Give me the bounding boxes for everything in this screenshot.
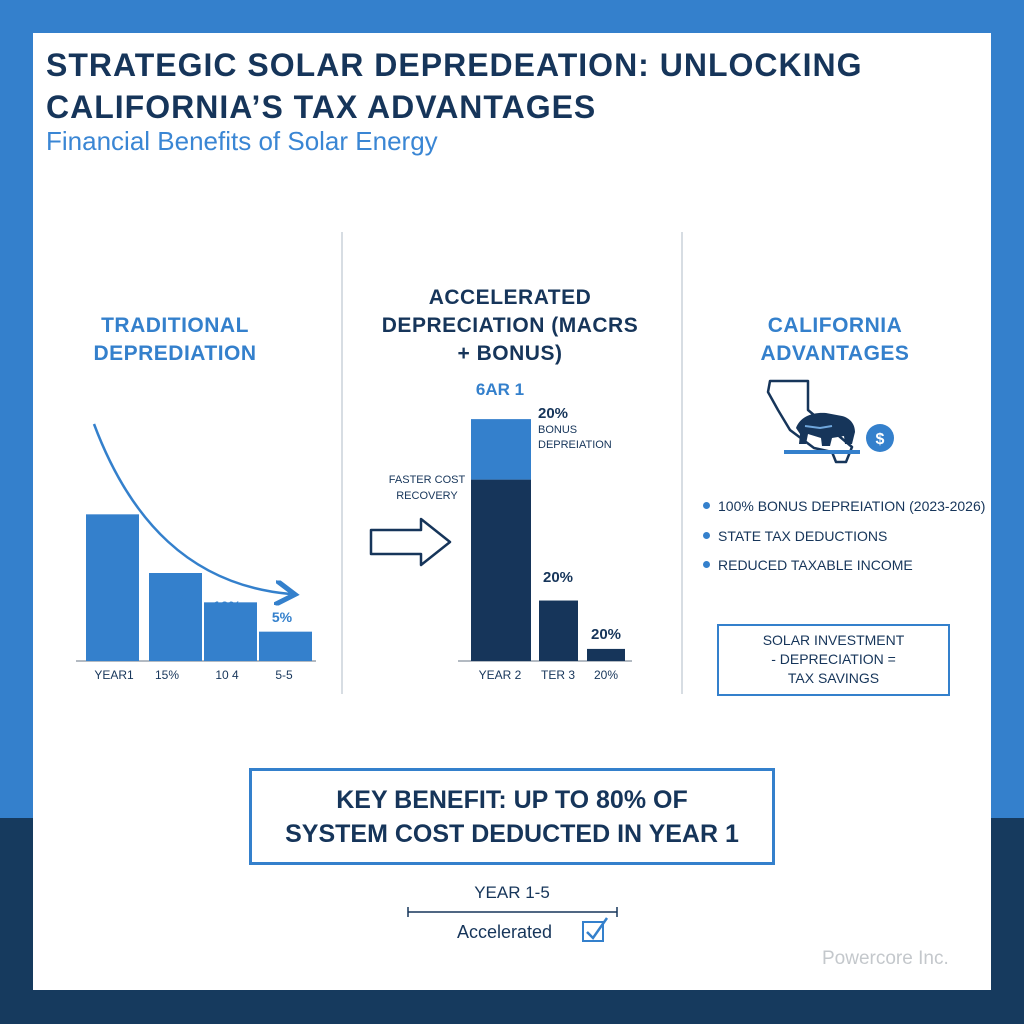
equation-line-3: TAX SAVINGS [787, 670, 880, 686]
trad-tick-3: 10 4 [215, 668, 239, 682]
california-bullet-3: REDUCED TAXABLE INCOME [703, 557, 993, 573]
faster-cost-recovery-label: FASTER COST RECOVERY [388, 474, 466, 502]
traditional-bar-3 [204, 602, 257, 661]
traditional-bar-1 [86, 514, 139, 661]
dollar-sign-text: $ [876, 431, 885, 448]
trad-tick-4: 5-5 [275, 668, 293, 682]
accel-tick-2: TER 3 [540, 668, 575, 682]
timeline-label: YEAR 1-5 [474, 883, 550, 902]
key-benefit-line-2: SYSTEM COST DEDUCTED IN YEAR 1 [285, 820, 739, 848]
brand-logo-text: Powercore Inc. [822, 948, 949, 969]
page-subtitle: Financial Benefits of Solar Energy [46, 126, 438, 156]
key-benefit-box: KEY BENEFIT: UP TO 80% OF SYSTEM COST DE… [249, 768, 775, 865]
accelerated-chart-title: ACCELERATED DEPRECIATION (MACRS + BONUS) [381, 286, 639, 365]
column-divider-right [681, 232, 683, 694]
california-bullet-1: 100% BONUS DEPREIATION (2023-2026) [703, 498, 993, 514]
page-title: STRATEGIC SOLAR DEPREDEATION: UNLOCKING … [46, 47, 863, 125]
equation-line-2: - DEPRECIATION = [771, 651, 896, 667]
california-title: CALIFORNIA ADVANTAGES [760, 314, 910, 365]
trad-tick-1: YEAR1 [94, 668, 134, 682]
decreasing-curve-arrow [92, 423, 290, 594]
bullet-dot-icon [703, 502, 710, 509]
traditional-bar-2 [149, 573, 202, 661]
traditional-chart-title: TRADITIONAL DEPREDIATION [93, 314, 257, 365]
accelerated-bar-1 [471, 479, 531, 661]
bear-icon [796, 412, 855, 446]
accel-data-label-3: 20% [590, 626, 622, 643]
column-divider-left [341, 232, 343, 694]
bullet-dot-icon [703, 532, 710, 539]
dollar-coin-icon [866, 424, 894, 452]
california-bullet-2: STATE TAX DEDUCTIONS [703, 528, 993, 544]
tax-savings-equation-box: SOLAR INVESTMENT - DEPRECIATION = TAX SA… [717, 624, 950, 696]
california-bullet-2-text: STATE TAX DEDUCTIONS [718, 528, 888, 544]
california-bullet-3-text: REDUCED TAXABLE INCOME [718, 557, 913, 573]
accel-bonus-pct: 20% [538, 405, 569, 422]
accelerated-bar-2 [539, 600, 578, 661]
equation-line-1: SOLAR INVESTMENT [762, 632, 905, 648]
right-arrow-icon [369, 517, 452, 567]
trad-data-label-2: 15% [157, 590, 187, 606]
bullet-dot-icon [703, 561, 710, 568]
accel-tick-1: YEAR 2 [478, 668, 522, 682]
timeline-status: Accelerated [457, 922, 553, 942]
key-benefit-line-1: KEY BENEFIT: UP TO 80% OF [336, 786, 688, 814]
traditional-bar-4 [259, 631, 312, 661]
accel-bonus-label: BONUS DEPREIATION [538, 424, 612, 451]
california-bullet-1-text: 100% BONUS DEPREIATION (2023-2026) [718, 498, 986, 514]
accel-top-label: 6AR 1 [475, 380, 525, 399]
accel-data-label-2: 20% [542, 569, 574, 586]
accel-tick-3: 20% [593, 668, 619, 682]
accelerated-bar-3 [587, 648, 625, 661]
trad-tick-2: 15% [154, 668, 180, 682]
checkbox-check-icon [582, 917, 609, 942]
accelerated-bonus-segment-1 [471, 419, 531, 480]
trad-data-label-3: 10% [212, 598, 242, 614]
trad-data-label-4: 5% [271, 609, 293, 625]
